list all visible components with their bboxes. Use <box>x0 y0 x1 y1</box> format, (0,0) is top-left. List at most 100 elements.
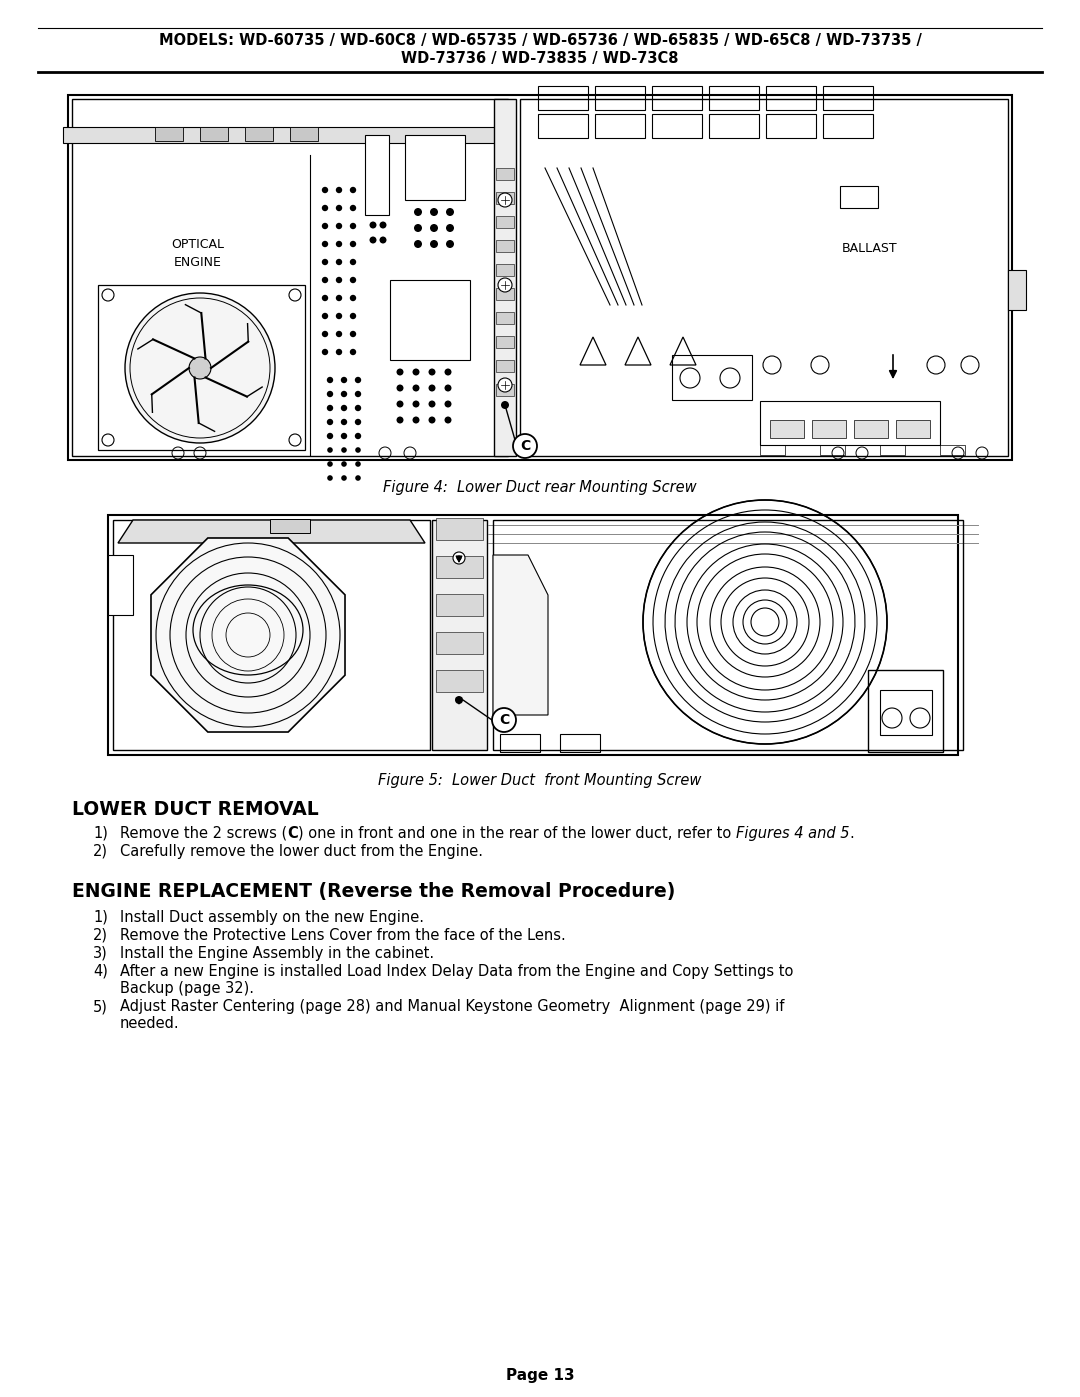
Circle shape <box>453 552 465 564</box>
Bar <box>823 87 873 110</box>
Text: .: . <box>849 826 854 841</box>
Circle shape <box>322 187 328 193</box>
Bar <box>868 671 943 752</box>
Circle shape <box>961 356 978 374</box>
Circle shape <box>429 416 435 423</box>
Text: LOWER DUCT REMOVAL: LOWER DUCT REMOVAL <box>72 800 319 819</box>
Text: ) one in front and one in the rear of the lower duct, refer to: ) one in front and one in the rear of th… <box>298 826 735 841</box>
Circle shape <box>341 377 347 383</box>
Polygon shape <box>492 555 548 715</box>
Bar <box>436 518 483 541</box>
Circle shape <box>501 401 509 409</box>
Bar <box>770 420 804 439</box>
Circle shape <box>341 391 347 397</box>
Bar <box>896 420 930 439</box>
Circle shape <box>446 240 454 249</box>
Text: Figure 4:  Lower Duct rear Mounting Screw: Figure 4: Lower Duct rear Mounting Screw <box>383 481 697 495</box>
Circle shape <box>327 419 334 425</box>
Circle shape <box>327 475 333 481</box>
Bar <box>492 520 963 750</box>
Circle shape <box>336 277 342 284</box>
Circle shape <box>355 391 361 397</box>
Circle shape <box>927 356 945 374</box>
Circle shape <box>455 696 463 704</box>
Circle shape <box>446 224 454 232</box>
Bar <box>760 446 785 455</box>
Bar <box>494 99 516 455</box>
Circle shape <box>396 369 404 376</box>
Circle shape <box>446 208 454 217</box>
Circle shape <box>379 236 387 243</box>
Bar <box>108 515 958 754</box>
Text: Backup (page 32).: Backup (page 32). <box>120 981 254 996</box>
Bar <box>496 288 514 300</box>
Bar <box>561 733 600 752</box>
Bar <box>496 191 514 204</box>
Circle shape <box>429 384 435 391</box>
Circle shape <box>396 401 404 408</box>
Circle shape <box>513 434 537 458</box>
Circle shape <box>341 405 347 411</box>
Circle shape <box>350 331 356 337</box>
Text: After a new Engine is installed Load Index Delay Data from the Engine and Copy S: After a new Engine is installed Load Ind… <box>120 964 794 979</box>
Circle shape <box>336 331 342 337</box>
Circle shape <box>457 556 461 560</box>
Bar <box>708 87 759 110</box>
Bar <box>595 87 645 110</box>
Circle shape <box>413 369 419 376</box>
Text: Install Duct assembly on the new Engine.: Install Duct assembly on the new Engine. <box>120 909 424 925</box>
Circle shape <box>355 377 361 383</box>
Bar <box>390 279 470 360</box>
Text: Install the Engine Assembly in the cabinet.: Install the Engine Assembly in the cabin… <box>120 946 434 961</box>
Bar <box>200 127 228 141</box>
Bar <box>405 136 465 200</box>
Circle shape <box>369 222 377 229</box>
Bar <box>496 312 514 324</box>
Polygon shape <box>118 520 426 543</box>
Circle shape <box>341 475 347 481</box>
Circle shape <box>430 240 438 249</box>
Bar <box>652 87 702 110</box>
Text: C: C <box>499 712 509 726</box>
Bar <box>840 186 878 208</box>
Circle shape <box>322 205 328 211</box>
Text: 4): 4) <box>93 964 108 979</box>
Bar <box>108 555 133 615</box>
Circle shape <box>350 258 356 265</box>
Bar <box>854 420 888 439</box>
Text: Remove the 2 screws (: Remove the 2 screws ( <box>120 826 287 841</box>
Circle shape <box>355 447 361 453</box>
Circle shape <box>322 331 328 337</box>
Circle shape <box>350 349 356 355</box>
Bar <box>672 355 752 400</box>
Circle shape <box>379 222 387 229</box>
Circle shape <box>445 369 451 376</box>
Circle shape <box>414 208 422 217</box>
Text: C: C <box>287 826 298 841</box>
Text: 3): 3) <box>93 946 108 961</box>
Bar <box>595 115 645 138</box>
Circle shape <box>429 369 435 376</box>
Circle shape <box>350 313 356 319</box>
Circle shape <box>336 313 342 319</box>
Bar <box>436 556 483 578</box>
Circle shape <box>414 224 422 232</box>
Bar <box>432 520 487 750</box>
Text: C: C <box>519 439 530 453</box>
Text: OPTICAL: OPTICAL <box>172 239 225 251</box>
Bar <box>270 520 310 534</box>
Circle shape <box>430 208 438 217</box>
Circle shape <box>322 240 328 247</box>
Circle shape <box>327 433 334 439</box>
Text: Figures 4 and 5: Figures 4 and 5 <box>735 826 849 841</box>
Bar <box>496 168 514 180</box>
Circle shape <box>336 295 342 302</box>
Circle shape <box>336 187 342 193</box>
Circle shape <box>322 277 328 284</box>
Bar <box>98 285 305 450</box>
Circle shape <box>341 433 347 439</box>
Circle shape <box>413 384 419 391</box>
Circle shape <box>350 295 356 302</box>
Circle shape <box>327 461 333 467</box>
Circle shape <box>445 401 451 408</box>
